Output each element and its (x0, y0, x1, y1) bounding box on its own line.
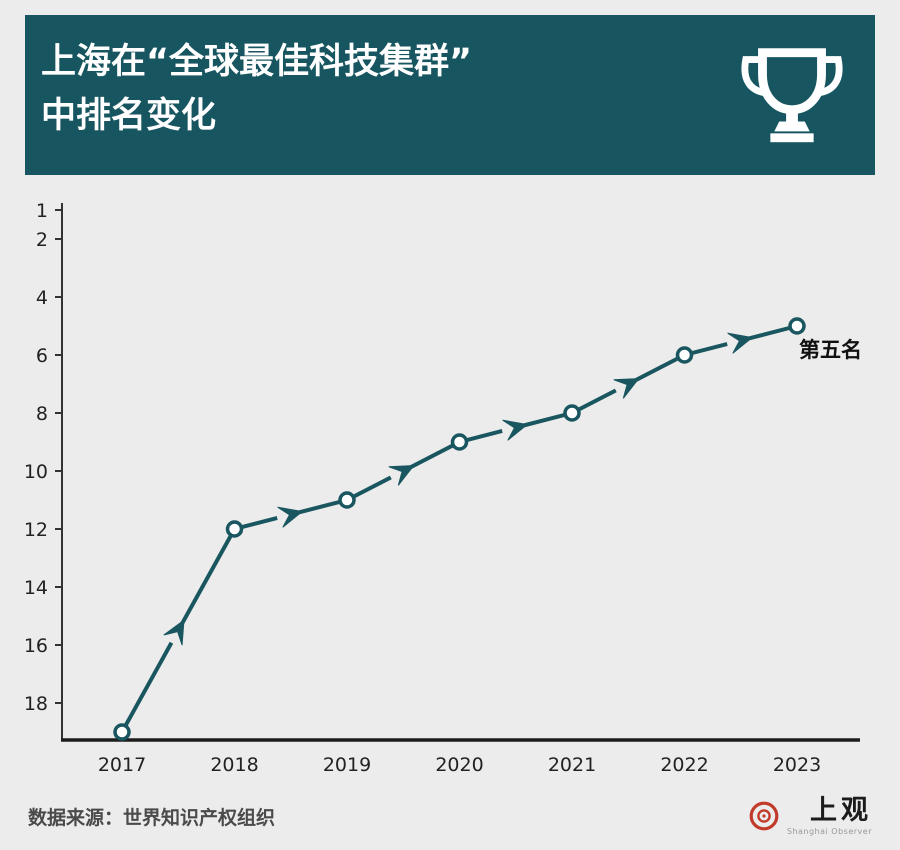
x-tick-label: 2018 (210, 754, 258, 776)
y-tick-label: 4 (36, 287, 48, 309)
y-tick-label: 14 (24, 577, 48, 599)
arrow-marker-icon (160, 619, 185, 650)
ranking-chart: 1 2 4 6 8 10 12 14 16 18 2017 2018 2019 2020 2021 2022 2… (0, 185, 900, 795)
logo-text: 上观 (810, 794, 872, 826)
y-tick-label: 8 (36, 403, 48, 425)
y-tick-label: 12 (24, 519, 48, 541)
arrow-marker-icon (384, 465, 415, 489)
page-title-line2: 中排名变化 (41, 96, 217, 137)
arrow-marker-icon (609, 378, 640, 402)
x-tick-label: 2019 (323, 754, 371, 776)
trophy-icon (741, 48, 843, 143)
arrow-marker-icon (273, 505, 304, 531)
rank-line (120, 324, 798, 733)
page-title-line1: 上海在“全球最佳科技集群” (41, 42, 473, 82)
y-tick-label: 1 (36, 200, 48, 222)
arrow-marker-icon (498, 418, 529, 444)
x-tick-label: 2020 (435, 754, 483, 776)
data-point (563, 404, 581, 422)
y-tick-label: 18 (24, 693, 48, 715)
y-tick-label: 10 (24, 461, 48, 483)
data-point (788, 317, 806, 335)
logo-text-block: 上观 Shanghai Observer (787, 797, 872, 836)
x-tick-label: 2021 (548, 754, 596, 776)
data-source-label: 数据来源：世界知识产权组织 (28, 806, 276, 829)
page-title: 上海在“全球最佳科技集群” 中排名变化 (25, 15, 875, 144)
data-point (675, 346, 694, 364)
shanghai-observer-logo: 上观 Shanghai Observer (748, 797, 872, 836)
x-tick-label: 2017 (98, 754, 146, 776)
y-tick-label: 2 (36, 229, 48, 251)
y-tick-label: 16 (24, 635, 48, 657)
data-point (113, 723, 131, 741)
data-point (338, 491, 356, 509)
y-tick-label: 6 (36, 345, 48, 367)
data-point (225, 520, 244, 538)
arrow-marker-icon (723, 331, 754, 357)
x-tick-label: 2022 (660, 754, 708, 776)
data-point (450, 433, 469, 451)
footer: 数据来源：世界知识产权组织 上观 Shanghai Observer (28, 793, 872, 839)
x-tick-label: 2023 (773, 754, 821, 776)
logo-subtext: Shanghai Observer (786, 826, 872, 836)
header-banner: 上海在“全球最佳科技集群” 中排名变化 (25, 15, 875, 175)
rank-annotation: 第五名 (799, 337, 862, 362)
logo-emblem-icon (749, 801, 779, 831)
